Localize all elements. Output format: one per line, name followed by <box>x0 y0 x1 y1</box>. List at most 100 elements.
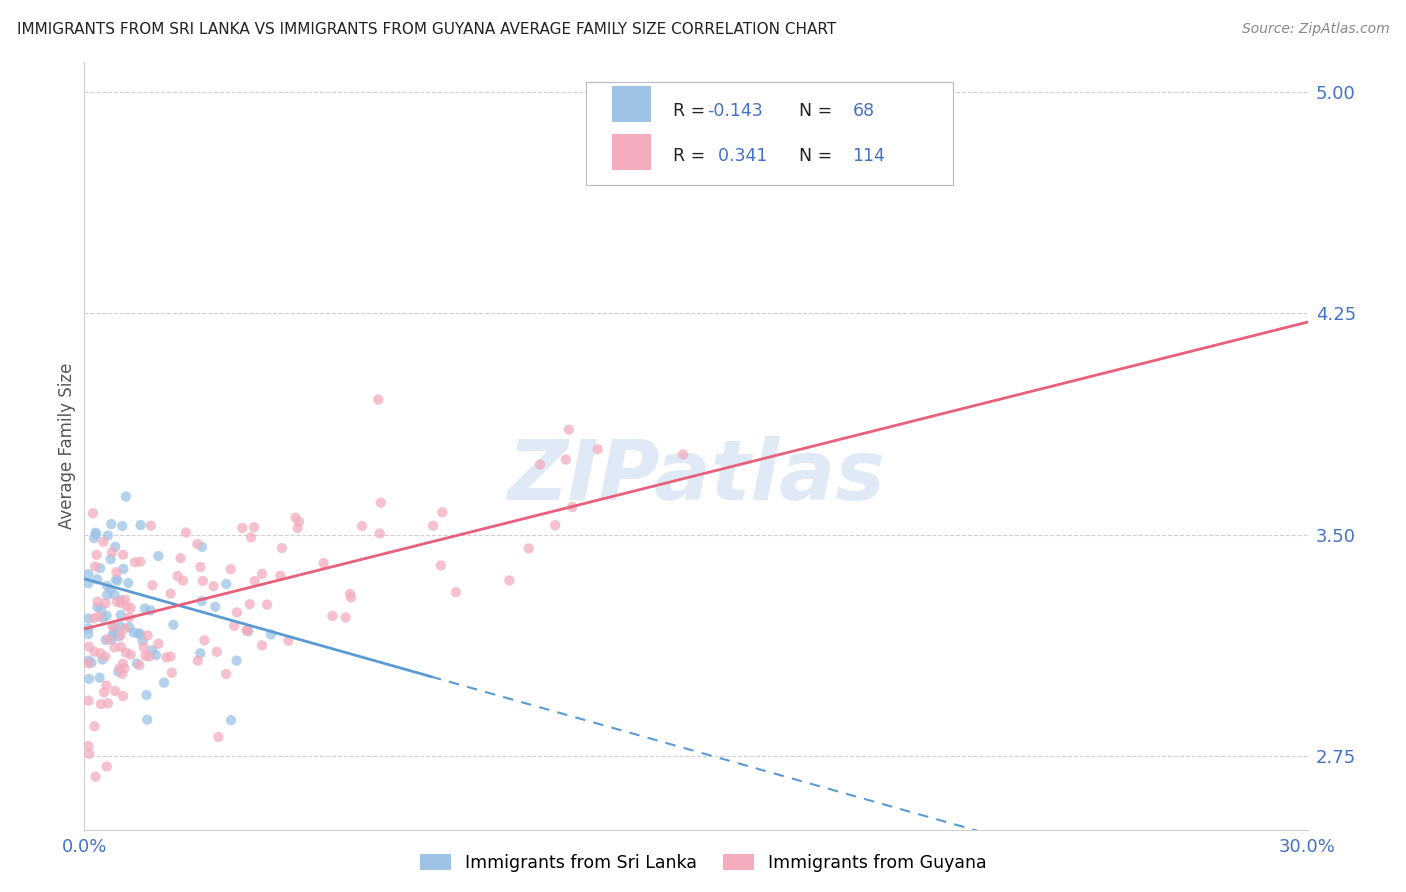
Point <box>139 603 162 617</box>
Point <box>269 568 291 582</box>
Point <box>162 617 184 632</box>
Point <box>340 591 363 605</box>
Point <box>350 519 373 533</box>
Point <box>134 601 156 615</box>
Point <box>110 607 132 622</box>
Bar <box>612 135 651 169</box>
Point <box>112 661 135 675</box>
Point <box>136 713 159 727</box>
Point <box>77 657 100 671</box>
Point <box>107 665 129 679</box>
Point <box>219 713 242 727</box>
Point <box>321 609 343 624</box>
Point <box>100 632 122 647</box>
Point <box>190 560 212 574</box>
Point <box>94 649 117 664</box>
Text: -0.143: -0.143 <box>707 102 762 120</box>
Point <box>138 649 160 664</box>
Point <box>83 611 105 625</box>
Point <box>135 688 157 702</box>
Point <box>91 652 114 666</box>
Point <box>155 650 177 665</box>
Point <box>335 610 357 624</box>
Point <box>114 592 136 607</box>
Point <box>77 654 100 668</box>
Point <box>77 621 100 635</box>
Point <box>105 595 128 609</box>
Point <box>204 599 226 614</box>
Point <box>529 458 551 472</box>
Point <box>110 640 132 654</box>
Point <box>79 747 101 761</box>
Point <box>110 628 132 642</box>
Point <box>118 620 141 634</box>
Point <box>90 601 112 615</box>
Point <box>134 648 156 663</box>
Point <box>105 566 128 580</box>
Text: N =: N = <box>787 147 838 165</box>
Point <box>111 667 134 681</box>
Point <box>139 518 162 533</box>
Point <box>277 633 299 648</box>
Text: N =: N = <box>787 102 838 120</box>
Point <box>104 540 127 554</box>
Point <box>132 640 155 654</box>
Point <box>89 609 111 624</box>
Point <box>141 578 163 592</box>
Point <box>100 517 122 532</box>
Point <box>160 665 183 680</box>
Point <box>84 559 107 574</box>
Point <box>115 599 138 614</box>
Point <box>239 597 262 611</box>
Point <box>187 654 209 668</box>
Point <box>444 585 467 599</box>
Point <box>108 661 131 675</box>
Point <box>287 521 309 535</box>
Point <box>110 593 132 607</box>
Point <box>271 541 294 555</box>
Text: 0.341: 0.341 <box>707 147 768 165</box>
Point <box>243 520 266 534</box>
Point <box>120 600 142 615</box>
Text: R =: R = <box>672 147 710 165</box>
Point <box>145 648 167 662</box>
Point <box>219 562 242 576</box>
Text: ZIPatlas: ZIPatlas <box>508 436 884 517</box>
Point <box>169 551 191 566</box>
Point <box>367 392 389 407</box>
Point <box>312 556 335 570</box>
Point <box>202 579 225 593</box>
Point <box>159 586 181 600</box>
Point <box>498 574 520 588</box>
Point <box>561 500 583 514</box>
Point <box>129 518 152 533</box>
Point <box>141 643 163 657</box>
Y-axis label: Average Family Size: Average Family Size <box>58 363 76 529</box>
Point <box>103 620 125 634</box>
Point <box>586 442 609 457</box>
Point <box>238 624 260 639</box>
Point <box>422 518 444 533</box>
Point <box>110 596 132 610</box>
Point <box>97 632 120 647</box>
Point <box>105 573 128 587</box>
Point <box>236 624 259 638</box>
Point <box>288 515 311 529</box>
Point <box>117 576 139 591</box>
Point <box>91 610 114 624</box>
Point <box>84 770 107 784</box>
Point <box>250 639 273 653</box>
Point <box>131 633 153 648</box>
Point <box>84 525 107 540</box>
Point <box>215 577 238 591</box>
Point <box>96 608 118 623</box>
Point <box>186 537 208 551</box>
Point <box>77 567 100 582</box>
Point <box>112 689 135 703</box>
Point <box>103 626 125 640</box>
Point <box>127 626 149 640</box>
Point <box>77 627 100 641</box>
Point <box>558 423 581 437</box>
Point <box>256 598 278 612</box>
Point <box>231 521 253 535</box>
